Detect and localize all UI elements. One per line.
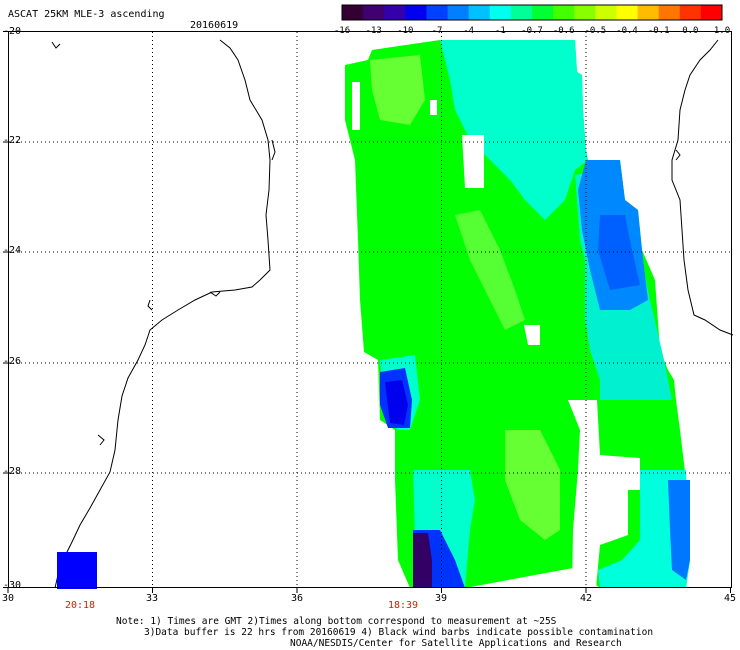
pass-time-west: 20:18: [64, 600, 96, 611]
lat-label-20: -20: [2, 26, 21, 37]
colorbar-swatch: [616, 5, 639, 20]
swath-light-green-3: [505, 430, 560, 540]
colorbar-swatch: [637, 5, 660, 20]
lon-label-36: 36: [290, 593, 304, 604]
lat-label-30: -30: [2, 580, 21, 591]
lon-label-39: 39: [434, 593, 448, 604]
lon-label-30: 30: [1, 593, 15, 604]
coastline-africa: [54, 39, 276, 589]
lon-label-33: 33: [145, 593, 159, 604]
colorbar-swatch: [510, 5, 533, 20]
note-line-1: Note: 1) Times are GMT 2)Times along bot…: [116, 616, 557, 627]
map-date: 20160619: [190, 20, 239, 31]
colorbar-label: -4: [463, 26, 475, 36]
swath-corner-marker: [57, 552, 97, 589]
map-title: ASCAT 25KM MLE-3 ascending: [8, 9, 165, 20]
colorbar-border: [341, 4, 723, 21]
swath-light-green-1: [370, 55, 425, 125]
swath-gap-4: [524, 325, 540, 345]
colorbar-swatch: [342, 5, 364, 20]
swath-purple-south: [413, 533, 432, 588]
swath-blue-southeast: [668, 480, 690, 580]
colorbar-swatch: [700, 5, 723, 20]
lon-label-42: 42: [579, 593, 593, 604]
lat-label-22: -22: [2, 135, 21, 146]
colorbar-label: -0.5: [584, 26, 607, 36]
swath-gap-1: [462, 135, 484, 188]
colorbar-label: -16: [333, 26, 351, 36]
lat-label-28: -28: [2, 466, 21, 477]
lon-label-45: 45: [723, 593, 737, 604]
colorbar-label: -1: [494, 26, 506, 36]
colorbar: [341, 4, 723, 21]
swath-cyan-southeast: [598, 470, 690, 588]
colorbar-swatch: [658, 5, 681, 20]
colorbar-label: -0.6: [552, 26, 575, 36]
swath-blue-west-deep: [385, 380, 408, 425]
swath-light-green-2: [455, 210, 525, 330]
swath-data: [345, 40, 690, 588]
swath-blue-east-deep: [598, 215, 640, 290]
colorbar-swatch: [447, 5, 470, 20]
axis-ticks: [3, 31, 731, 593]
colorbar-swatch: [426, 5, 449, 20]
lat-label-24: -24: [2, 245, 21, 256]
note-line-2: 3)Data buffer is 22 hrs from 20160619 4)…: [144, 627, 654, 638]
colorbar-label: 0.0: [682, 26, 699, 36]
colorbar-swatch: [532, 5, 554, 20]
colorbar-swatch: [405, 5, 427, 20]
colorbar-swatch: [553, 5, 575, 20]
note-line-3: NOAA/NESDIS/Center for Satellite Applica…: [290, 638, 622, 649]
swath-gap-5: [430, 100, 437, 115]
colorbar-label: -0.7: [521, 26, 543, 36]
coastline-madagascar: [671, 39, 734, 336]
colorbar-swatch: [574, 5, 596, 20]
colorbar-swatch: [468, 5, 491, 20]
colorbar-swatch: [595, 5, 617, 20]
colorbar-label: -0.4: [616, 26, 638, 36]
swath-cyan-north: [440, 40, 588, 220]
colorbar-swatch: [489, 5, 512, 20]
coastal-islands: [51, 41, 221, 446]
colorbar-swatch: [679, 5, 702, 20]
swath-gap-2: [352, 82, 360, 130]
colorbar-label: 1.0: [713, 26, 731, 36]
lat-lon-grid: [9, 32, 731, 588]
colorbar-label: -7: [431, 26, 443, 36]
colorbar-swatch: [363, 5, 385, 20]
colorbar-label: -0.1: [647, 26, 670, 36]
colorbar-swatch: [384, 5, 406, 20]
pass-time-east: 18:39: [387, 600, 419, 611]
colorbar-label: -13: [365, 26, 382, 36]
colorbar-label: -10: [397, 26, 414, 36]
lat-label-26: -26: [2, 356, 21, 367]
map-frame: [8, 31, 732, 588]
